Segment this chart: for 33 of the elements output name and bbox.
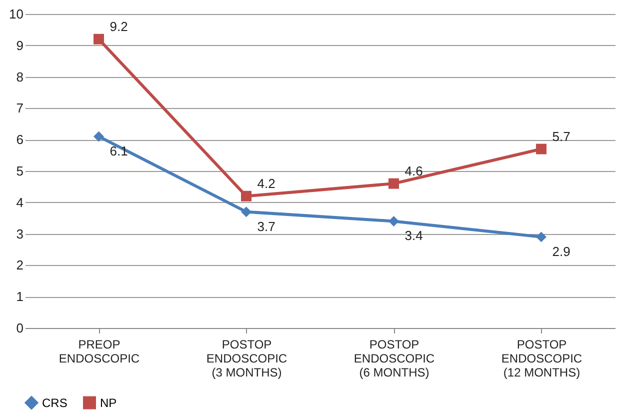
data-label: 4.2: [257, 176, 276, 192]
data-label: 2.9: [552, 244, 570, 259]
legend-label: CRS: [42, 396, 68, 410]
point: [536, 232, 546, 242]
data-label: 3.4: [404, 228, 423, 244]
data-label: 6.1: [110, 143, 128, 158]
data-label: 4.6: [404, 164, 423, 179]
y-tick-label: 3: [16, 226, 24, 242]
data-label: 3.7: [257, 218, 276, 234]
x-tick-label: POSTOP ENDOSCOPIC (12 MONTHS): [501, 338, 582, 380]
y-tick-label: 7: [16, 100, 24, 116]
y-tick-label: 6: [16, 132, 24, 148]
point: [388, 178, 399, 189]
point: [536, 144, 546, 154]
y-tick-label: 9: [16, 38, 24, 53]
y-tick-label: 1: [16, 289, 24, 304]
point: [388, 216, 399, 226]
y-tick-label: 4: [16, 194, 24, 210]
y-tick-label: 2: [16, 258, 24, 273]
point: [241, 190, 252, 202]
x-tick-label: POSTOP ENDOSCOPIC (6 MONTHS): [354, 338, 435, 380]
x-tick-label: POSTOP ENDOSCOPIC (3 MONTHS): [206, 338, 288, 380]
x-tick-label: PREOP ENDOSCOPIC: [58, 338, 140, 366]
point: [94, 131, 104, 142]
legend-label: NP: [100, 396, 117, 410]
point: [94, 34, 104, 44]
y-tick-label: 8: [16, 69, 24, 84]
y-tick-label: 5: [16, 164, 24, 178]
point: [241, 206, 252, 218]
y-tick-label: 0: [16, 320, 24, 336]
data-label: 5.7: [552, 129, 570, 144]
y-tick-label: 10: [9, 6, 24, 22]
data-label: 9.2: [110, 19, 128, 34]
